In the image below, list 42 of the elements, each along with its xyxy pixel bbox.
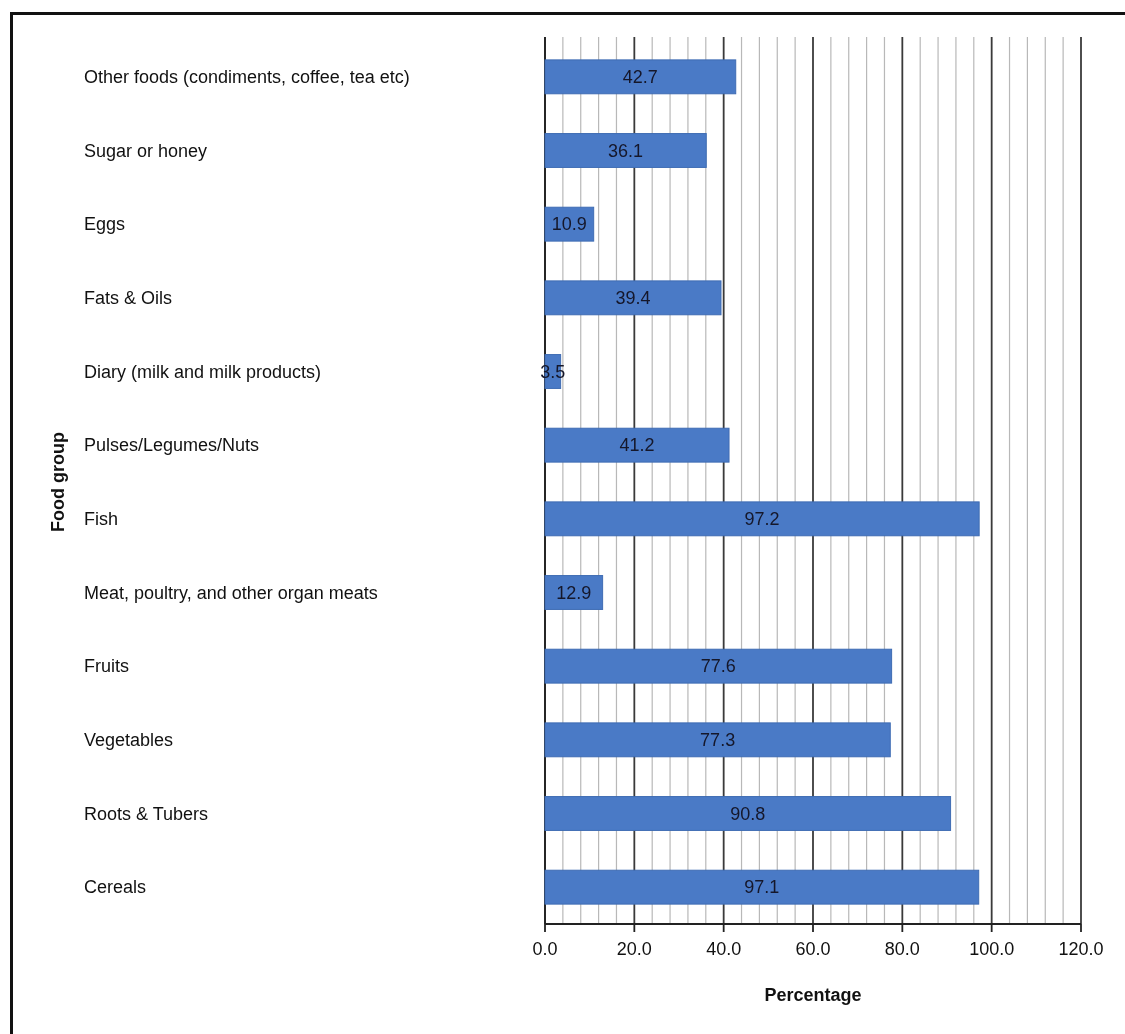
bar xyxy=(544,722,891,758)
y-tick-label: Diary (milk and milk products) xyxy=(84,361,322,382)
data-label: 12.9 xyxy=(556,582,592,603)
data-label: 41.2 xyxy=(619,435,655,456)
bar xyxy=(544,427,730,463)
x-axis-title: Percentage xyxy=(764,985,862,1005)
y-tick-label: Meat, poultry, and other organ meats xyxy=(84,582,378,603)
data-label: 77.6 xyxy=(700,656,736,677)
bar xyxy=(544,575,604,610)
data-label: 97.1 xyxy=(744,877,780,898)
y-tick-label: Vegetables xyxy=(84,730,174,751)
y-tick-label: Fish xyxy=(84,509,119,530)
bar xyxy=(544,280,722,316)
bar xyxy=(544,133,707,168)
x-tick-label: 100.0 xyxy=(969,939,1015,959)
y-tick-label: Eggs xyxy=(84,214,126,235)
data-label: 90.8 xyxy=(730,803,766,824)
data-label: 97.2 xyxy=(744,509,780,530)
bar xyxy=(544,648,893,684)
x-tick-label: 0.0 xyxy=(532,939,558,959)
data-label: 39.4 xyxy=(615,288,651,309)
x-tick-label: 40.0 xyxy=(706,939,742,959)
bar xyxy=(544,869,980,905)
y-tick-label: Other foods (condiments, coffee, tea etc) xyxy=(84,67,410,88)
y-tick-label: Pulses/Legumes/Nuts xyxy=(84,435,260,456)
x-tick-label: 120.0 xyxy=(1058,939,1104,959)
y-axis-title: Food group xyxy=(48,432,68,532)
data-label: 77.3 xyxy=(700,730,736,751)
data-label: 42.7 xyxy=(622,67,658,88)
x-tick-label: 20.0 xyxy=(616,939,652,959)
y-tick-label: Roots & Tubers xyxy=(84,803,209,824)
data-label: 36.1 xyxy=(608,140,644,161)
bar xyxy=(544,59,737,95)
x-tick-label: 80.0 xyxy=(884,939,920,959)
y-tick-label: Fruits xyxy=(84,656,129,677)
bar xyxy=(544,501,980,537)
y-tick-label: Cereals xyxy=(84,877,147,898)
data-label: 10.9 xyxy=(551,214,587,235)
y-tick-label: Sugar or honey xyxy=(84,140,208,161)
bar xyxy=(544,796,952,831)
x-tick-label: 60.0 xyxy=(795,939,831,959)
y-tick-label: Fats & Oils xyxy=(84,288,173,309)
